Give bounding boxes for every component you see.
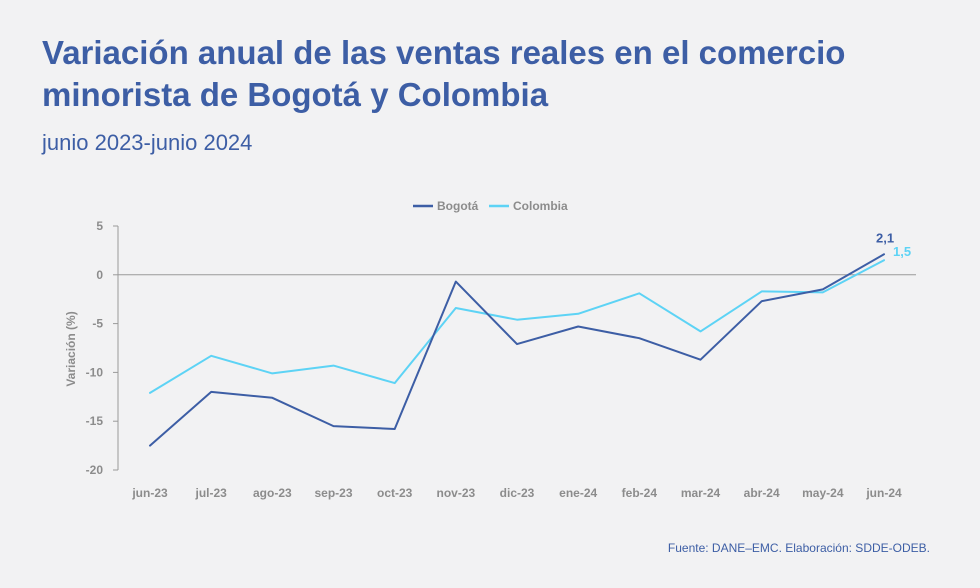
chart-title: Variación anual de las ventas reales en … [42,34,846,113]
x-tick-label: may-24 [802,486,844,500]
y-tick-label: -15 [86,414,104,428]
x-tick-label: mar-24 [681,486,721,500]
series-line-colombia [149,259,885,394]
x-tick-label: ago-23 [253,486,292,500]
x-tick-label: feb-24 [622,486,658,500]
legend-label-colombia: Colombia [513,199,568,213]
y-tick-label: -20 [86,463,104,477]
x-tick-label: jun-24 [865,486,902,500]
x-tick-label: abr-24 [744,486,780,500]
x-tick-label: dic-23 [500,486,535,500]
chart-axes: 5 0 -5 -10 -15 -20 jun-23 jul-23 ago-23 sep-23 oct… [86,219,916,500]
data-label-colombia-last: 1,5 [893,244,911,259]
data-label-bogota-last: 2,1 [876,230,894,245]
x-tick-label: ene-24 [559,486,597,500]
chart-legend: Bogotá Colombia [413,199,568,213]
x-tick-label: sep-23 [314,486,352,500]
x-tick-label: oct-23 [377,486,413,500]
series-line-bogota [149,253,885,447]
chart-end-labels: 2,11,5 [876,230,911,259]
y-tick-label: -10 [86,365,104,379]
chart-subtitle: junio 2023-junio 2024 [42,130,253,155]
chart-series [149,253,885,447]
source-note: Fuente: DANE–EMC. Elaboración: SDDE-ODEB… [667,541,930,555]
legend-label-bogota: Bogotá [437,199,479,213]
y-axis-label: Variación (%) [64,311,78,386]
x-tick-label: jul-23 [194,486,227,500]
x-tick-label: jun-23 [131,486,168,500]
y-tick-label: 5 [96,219,103,233]
y-tick-label: 0 [96,268,103,282]
y-tick-label: -5 [92,317,103,331]
x-tick-label: nov-23 [436,486,475,500]
